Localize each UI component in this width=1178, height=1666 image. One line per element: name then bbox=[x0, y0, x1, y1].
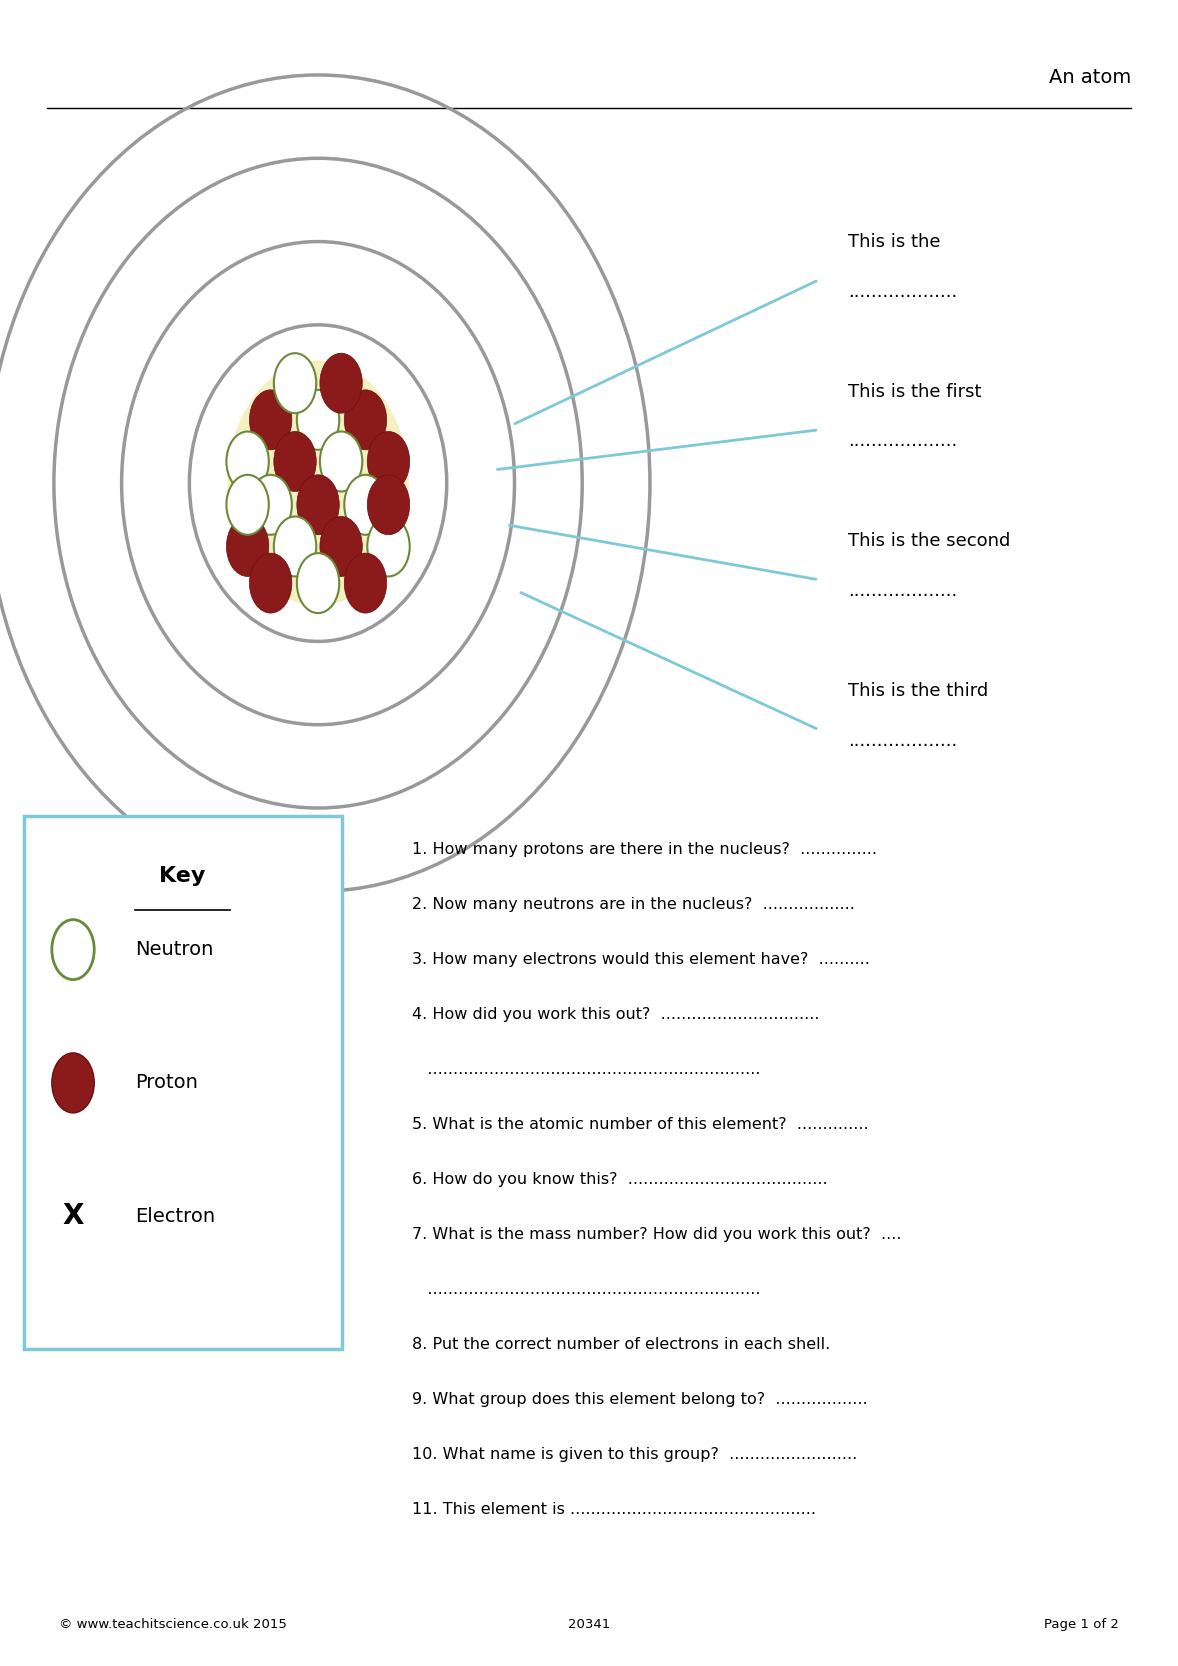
Text: 1. How many protons are there in the nucleus?  ...............: 1. How many protons are there in the nuc… bbox=[412, 841, 878, 858]
Text: .................................................................: ........................................… bbox=[412, 1281, 761, 1298]
Circle shape bbox=[297, 475, 339, 535]
Text: Proton: Proton bbox=[135, 1073, 198, 1093]
Circle shape bbox=[226, 516, 269, 576]
Circle shape bbox=[344, 390, 386, 450]
Ellipse shape bbox=[227, 362, 409, 606]
Circle shape bbox=[344, 553, 386, 613]
Text: An atom: An atom bbox=[1048, 68, 1131, 87]
Circle shape bbox=[273, 516, 316, 576]
Text: © www.teachitscience.co.uk 2015: © www.teachitscience.co.uk 2015 bbox=[59, 1618, 286, 1631]
Text: ...................: ................... bbox=[848, 583, 958, 600]
Text: 8. Put the correct number of electrons in each shell.: 8. Put the correct number of electrons i… bbox=[412, 1336, 830, 1353]
Circle shape bbox=[368, 431, 410, 491]
Text: ...................: ................... bbox=[848, 733, 958, 750]
Circle shape bbox=[320, 353, 363, 413]
Text: 3. How many electrons would this element have?  ..........: 3. How many electrons would this element… bbox=[412, 951, 871, 968]
Text: 10. What name is given to this group?  .........................: 10. What name is given to this group? ..… bbox=[412, 1446, 858, 1463]
Text: X: X bbox=[62, 1203, 84, 1230]
Text: ...................: ................... bbox=[848, 283, 958, 300]
Circle shape bbox=[226, 475, 269, 535]
Circle shape bbox=[368, 475, 410, 535]
Text: This is the: This is the bbox=[848, 233, 941, 250]
Text: ...................: ................... bbox=[848, 433, 958, 450]
Circle shape bbox=[297, 553, 339, 613]
Circle shape bbox=[226, 431, 269, 491]
Text: This is the third: This is the third bbox=[848, 683, 988, 700]
Circle shape bbox=[250, 553, 292, 613]
Circle shape bbox=[320, 431, 363, 491]
Circle shape bbox=[250, 475, 292, 535]
Text: 11. This element is ................................................: 11. This element is ....................… bbox=[412, 1501, 816, 1518]
Text: Key: Key bbox=[159, 866, 206, 886]
FancyBboxPatch shape bbox=[24, 816, 342, 1349]
Text: This is the second: This is the second bbox=[848, 533, 1011, 550]
Text: 20341: 20341 bbox=[568, 1618, 610, 1631]
Circle shape bbox=[273, 431, 316, 491]
Text: 7. What is the mass number? How did you work this out?  ....: 7. What is the mass number? How did you … bbox=[412, 1226, 902, 1243]
Text: 2. Now many neutrons are in the nucleus?  ..................: 2. Now many neutrons are in the nucleus?… bbox=[412, 896, 855, 913]
Circle shape bbox=[52, 1053, 94, 1113]
Text: This is the first: This is the first bbox=[848, 383, 981, 400]
Text: Neutron: Neutron bbox=[135, 940, 214, 960]
Text: Page 1 of 2: Page 1 of 2 bbox=[1044, 1618, 1119, 1631]
Text: 4. How did you work this out?  ...............................: 4. How did you work this out? ..........… bbox=[412, 1006, 820, 1023]
Circle shape bbox=[297, 390, 339, 450]
Text: 6. How do you know this?  .......................................: 6. How do you know this? ...............… bbox=[412, 1171, 828, 1188]
Circle shape bbox=[368, 516, 410, 576]
Circle shape bbox=[273, 353, 316, 413]
Text: 5. What is the atomic number of this element?  ..............: 5. What is the atomic number of this ele… bbox=[412, 1116, 869, 1133]
Text: .................................................................: ........................................… bbox=[412, 1061, 761, 1078]
Circle shape bbox=[250, 390, 292, 450]
Text: 9. What group does this element belong to?  ..................: 9. What group does this element belong t… bbox=[412, 1391, 868, 1408]
Circle shape bbox=[320, 516, 363, 576]
Text: Electron: Electron bbox=[135, 1206, 216, 1226]
Circle shape bbox=[344, 475, 386, 535]
Circle shape bbox=[52, 920, 94, 980]
